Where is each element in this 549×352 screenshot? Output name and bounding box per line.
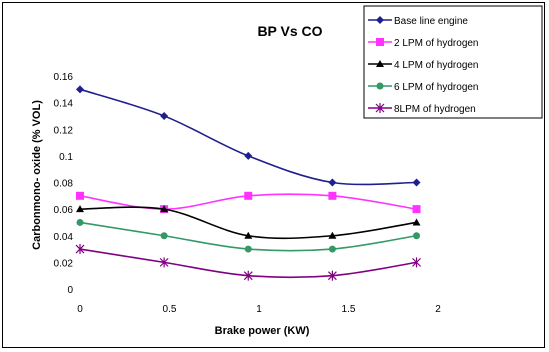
legend-entry: 4 LPM of hydrogen <box>368 60 479 71</box>
y-tick-label: 0.14 <box>54 99 74 110</box>
y-tick-label: 0.06 <box>54 205 74 216</box>
x-axis-ticks: 0 0.5 1 1.5 2 <box>77 304 441 315</box>
data-point <box>75 244 85 255</box>
data-point <box>244 231 253 239</box>
x-axis-label: Brake power (KW) <box>215 325 310 337</box>
data-point <box>328 191 337 200</box>
y-tick-label: 0.12 <box>54 125 74 136</box>
y-tick-label: 0.04 <box>54 232 74 243</box>
data-point <box>328 178 337 187</box>
y-axis-label: Carbonmono- oxide (% VOL) <box>31 100 43 250</box>
data-point <box>76 85 84 94</box>
data-point <box>160 232 168 240</box>
legend-label: 6 LPM of hydrogen <box>394 82 479 93</box>
data-point <box>328 231 337 239</box>
x-tick-label: 2 <box>435 304 441 315</box>
data-point <box>159 257 169 268</box>
legend-swatch-marker <box>376 16 384 24</box>
data-point <box>76 205 84 213</box>
data-point <box>412 178 421 187</box>
series-2 <box>76 191 421 214</box>
legend-swatch-marker <box>375 103 385 113</box>
x-tick-label: 0.5 <box>163 304 177 315</box>
legend-entry: Base line engine <box>368 16 468 27</box>
legend: Base line engine 2 LPM of hydrogen 4 LPM o… <box>363 5 543 119</box>
legend-entry: 8LPM of hydrogen <box>368 103 476 115</box>
data-point <box>160 111 169 120</box>
y-tick-label: 0.02 <box>54 258 74 269</box>
data-point <box>160 205 169 213</box>
y-tick-label: 0.08 <box>54 179 74 190</box>
data-point <box>328 245 336 253</box>
legend-swatch-marker <box>376 38 384 46</box>
legend-entry: 2 LPM of hydrogen <box>368 38 479 49</box>
y-tick-label: 0 <box>67 285 73 296</box>
data-point <box>327 270 337 281</box>
data-point <box>413 232 421 240</box>
series-1 <box>76 85 421 187</box>
legend-label: 2 LPM of hydrogen <box>394 38 479 49</box>
data-point <box>412 205 421 214</box>
y-tick-label: 0.1 <box>59 152 73 163</box>
data-point <box>76 191 84 200</box>
data-point <box>412 218 421 226</box>
series-layer <box>75 85 421 281</box>
y-axis-ticks: 0 0.02 0.04 0.06 0.08 0.1 0.12 0.14 0.16 <box>54 72 74 296</box>
y-tick-label: 0.16 <box>54 72 74 83</box>
legend-entry: 6 LPM of hydrogen <box>368 82 479 93</box>
data-point <box>244 245 252 253</box>
data-point <box>76 218 84 226</box>
legend-label: 4 LPM of hydrogen <box>394 60 479 71</box>
series-5 <box>75 244 421 281</box>
chart-title: BP Vs CO <box>257 23 322 39</box>
series-3 <box>76 205 421 240</box>
data-point <box>412 257 421 268</box>
legend-label: Base line engine <box>394 16 468 27</box>
x-tick-label: 1.5 <box>342 304 356 315</box>
data-point <box>243 270 253 281</box>
data-point <box>244 151 253 160</box>
legend-swatch-marker <box>376 60 384 67</box>
x-tick-label: 0 <box>77 304 83 315</box>
data-point <box>244 191 253 200</box>
legend-box <box>363 5 543 119</box>
legend-label: 8LPM of hydrogen <box>394 104 476 115</box>
series-4 <box>76 218 421 253</box>
x-tick-label: 1 <box>256 304 262 315</box>
legend-swatch-marker <box>376 82 384 90</box>
